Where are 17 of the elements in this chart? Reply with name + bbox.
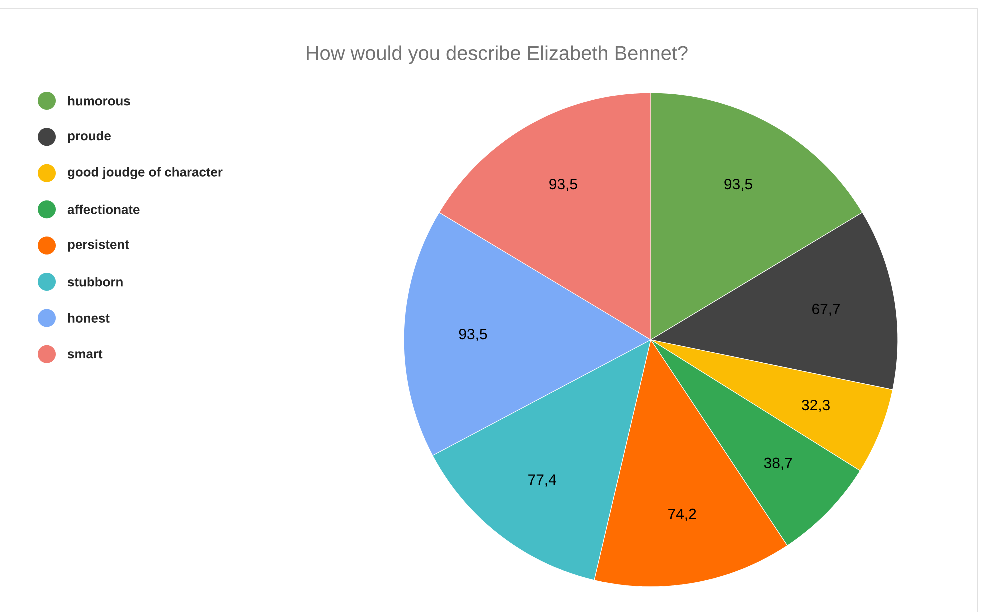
legend-label: affectionate: [68, 204, 140, 214]
data-label: 74,2: [668, 508, 696, 522]
data-label: 93,5: [550, 179, 578, 192]
data-label: 77,4: [528, 474, 556, 487]
legend-label: humorous: [68, 96, 130, 106]
legend-label: stubborn: [68, 277, 123, 287]
legend-label: honest: [68, 313, 110, 323]
chart-title: How would you describe Elizabeth Bennet?: [307, 46, 688, 64]
data-label: 67,7: [812, 304, 840, 316]
data-label: 38,7: [764, 458, 792, 470]
legend-label: smart: [68, 350, 103, 359]
legend-label: proude: [68, 131, 111, 144]
legend-label: persistent: [68, 240, 130, 252]
data-label: 32,3: [802, 400, 830, 412]
data-label: 93,5: [724, 179, 752, 192]
data-label: 93,5: [459, 329, 488, 342]
legend-label: good joudge of character: [68, 167, 223, 180]
